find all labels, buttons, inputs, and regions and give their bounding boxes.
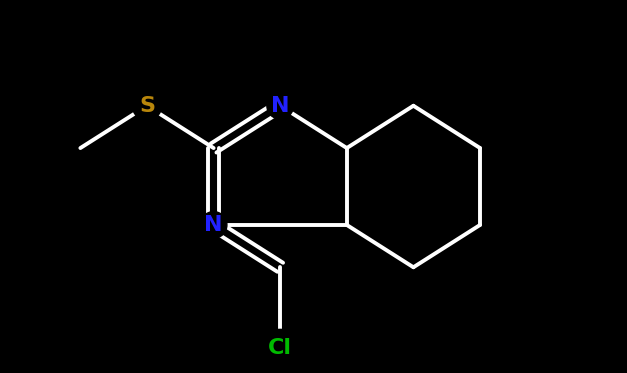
Text: Cl: Cl [268,338,292,358]
Circle shape [267,93,293,119]
Circle shape [200,211,227,238]
Text: N: N [271,96,290,116]
Text: N: N [204,215,223,235]
Circle shape [261,329,299,367]
Text: S: S [139,96,155,116]
Circle shape [132,91,162,120]
